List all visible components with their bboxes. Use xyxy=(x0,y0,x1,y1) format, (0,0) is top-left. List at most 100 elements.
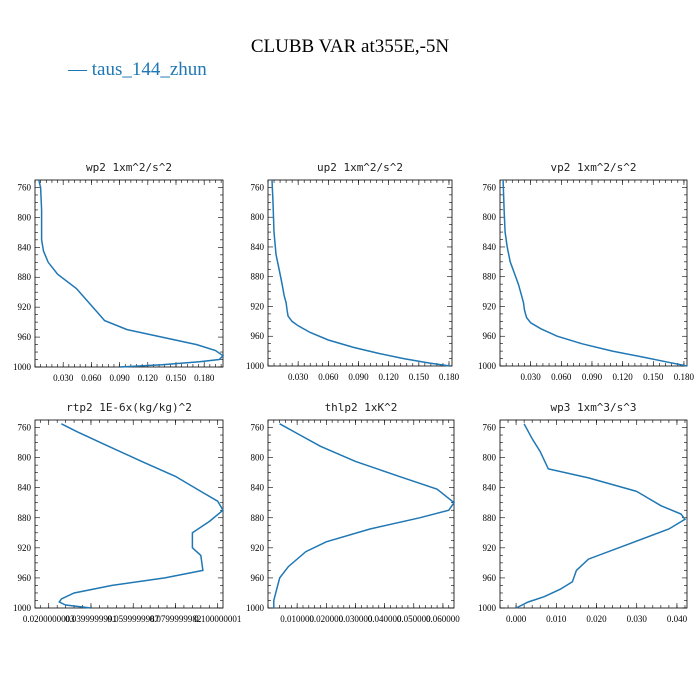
y-tick-label: 800 xyxy=(251,212,265,222)
y-tick-label: 920 xyxy=(483,543,497,553)
y-tick-label: 840 xyxy=(483,483,497,493)
x-tick-label: 0.090 xyxy=(582,372,603,382)
x-tick-label: 0.010 xyxy=(546,614,567,624)
x-tick-label: 0.0200000003 xyxy=(23,614,75,624)
y-tick-label: 920 xyxy=(251,301,265,311)
y-tick-label: 840 xyxy=(18,483,32,493)
x-tick-label: 0.180 xyxy=(439,372,460,382)
y-tick-label: 960 xyxy=(483,331,497,341)
y-tick-label: 1000 xyxy=(478,603,497,613)
legend-entry: — taus_144_zhun xyxy=(68,59,207,81)
series-line xyxy=(273,423,456,608)
plot-frame xyxy=(499,419,688,609)
y-tick-label: 760 xyxy=(18,182,32,192)
y-tick-label: 800 xyxy=(483,212,497,222)
subplot-4: rtp2 1E-6x(kg/kg)^2 760 800 840 880 920 960 100… xyxy=(13,401,241,624)
x-tick-label: 0.030 xyxy=(53,373,74,383)
x-tick-label: 0.030000 xyxy=(339,614,373,624)
subplot-title: wp3 1xm^3/s^3 xyxy=(550,401,636,414)
x-tick-label: 0.060000 xyxy=(426,614,460,624)
y-tick-label: 880 xyxy=(18,513,32,523)
x-tick-label: 0.040 xyxy=(667,614,688,624)
x-tick-label: 0.020000 xyxy=(309,614,343,624)
series-line xyxy=(271,179,451,367)
y-tick-label: 920 xyxy=(251,543,265,553)
x-tick-label: 0.020 xyxy=(586,614,607,624)
x-tick-label: 0.150 xyxy=(409,372,430,382)
x-tick-label: 0.030 xyxy=(627,614,648,624)
y-tick-label: 880 xyxy=(483,272,497,282)
series-line xyxy=(502,179,688,367)
series-line xyxy=(515,423,687,609)
y-tick-label: 1000 xyxy=(246,361,265,371)
subplot-title: rtp2 1E-6x(kg/kg)^2 xyxy=(66,401,192,414)
x-tick-label: 0.060 xyxy=(81,373,102,383)
x-tick-label: 0.050000 xyxy=(397,614,431,624)
y-tick-label: 840 xyxy=(251,483,265,493)
x-tick-label: 0.090 xyxy=(109,373,130,383)
x-tick-label: 0.180 xyxy=(194,373,215,383)
x-tick-label: 0.150 xyxy=(643,372,664,382)
y-tick-label: 1000 xyxy=(13,362,32,372)
plot-frame xyxy=(267,179,453,367)
y-tick-label: 1000 xyxy=(478,361,497,371)
y-tick-label: 840 xyxy=(483,242,497,252)
figure-title: CLUBB VAR at355E,-5N xyxy=(250,36,450,57)
y-tick-label: 960 xyxy=(18,332,32,342)
plot-frame xyxy=(34,419,224,609)
y-tick-label: 840 xyxy=(251,242,265,252)
x-tick-label: 0.060 xyxy=(318,372,339,382)
y-tick-label: 760 xyxy=(18,423,32,433)
x-tick-label: 0.060 xyxy=(551,372,572,382)
x-tick-label: 0.150 xyxy=(166,373,187,383)
y-tick-label: 920 xyxy=(483,301,497,311)
series-line xyxy=(58,423,224,609)
x-tick-label: 0.090 xyxy=(348,372,369,382)
y-tick-label: 960 xyxy=(251,573,265,583)
x-tick-label: 0.120 xyxy=(138,373,159,383)
subplot-title: vp2 1xm^2/s^2 xyxy=(550,161,636,174)
x-tick-label: 0.180 xyxy=(674,372,695,382)
subplot-title: up2 1xm^2/s^2 xyxy=(317,161,403,174)
y-tick-label: 800 xyxy=(251,453,265,463)
y-tick-label: 760 xyxy=(251,182,265,192)
subplot-2: up2 1xm^2/s^2 760 800 840 880 920 960 1000 0.030… xyxy=(246,161,460,382)
y-tick-label: 880 xyxy=(251,272,265,282)
plot-frame xyxy=(267,419,455,609)
legend-line-icon: — xyxy=(68,59,87,80)
subplot-6: wp3 1xm^3/s^3 760 800 840 880 920 960 1000 0.000… xyxy=(478,401,688,624)
x-tick-label: 0.030 xyxy=(521,372,542,382)
y-tick-label: 960 xyxy=(483,573,497,583)
y-tick-label: 880 xyxy=(251,513,265,523)
plot-frame xyxy=(34,179,224,368)
x-tick-label: 0.100000001 xyxy=(194,614,241,624)
y-tick-label: 1000 xyxy=(246,603,265,613)
x-tick-label: 0.0599999987 xyxy=(107,614,159,624)
y-tick-label: 920 xyxy=(18,543,32,553)
subplot-1: wp2 1xm^2/s^2 760 800 840 880 920 960 1000 0.030… xyxy=(13,161,225,383)
y-tick-label: 920 xyxy=(18,302,32,312)
x-tick-label: 0.120 xyxy=(379,372,400,382)
y-tick-label: 960 xyxy=(18,573,32,583)
y-tick-label: 960 xyxy=(251,331,265,341)
series-line xyxy=(38,179,225,368)
y-tick-label: 1000 xyxy=(13,603,32,613)
y-tick-label: 760 xyxy=(483,182,497,192)
y-tick-label: 760 xyxy=(483,423,497,433)
x-tick-label: 0.0799999982 xyxy=(150,614,202,624)
y-tick-label: 800 xyxy=(483,453,497,463)
subplot-3: vp2 1xm^2/s^2 760 800 840 880 920 960 1000 0.030… xyxy=(478,161,695,382)
y-tick-label: 760 xyxy=(251,423,265,433)
x-tick-label: 0.030 xyxy=(288,372,309,382)
subplot-5: thlp2 1xK^2 760 800 840 880 920 960 1000 0.01000… xyxy=(246,401,460,624)
y-tick-label: 840 xyxy=(18,242,32,252)
x-tick-label: 0.040000 xyxy=(368,614,402,624)
y-tick-label: 880 xyxy=(18,272,32,282)
x-tick-label: 0.0399999991 xyxy=(65,614,117,624)
subplot-title: wp2 1xm^2/s^2 xyxy=(86,161,172,174)
y-tick-label: 880 xyxy=(483,513,497,523)
legend-label: taus_144_zhun xyxy=(91,59,207,80)
x-tick-label: 0.010000 xyxy=(280,614,314,624)
y-tick-label: 800 xyxy=(18,453,32,463)
